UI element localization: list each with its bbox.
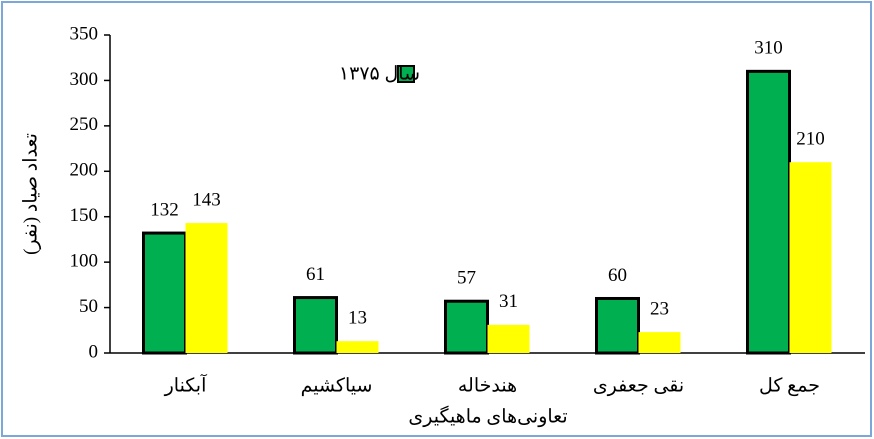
data-label: 61 [306, 264, 325, 285]
bar [336, 341, 379, 353]
bar [595, 296, 640, 355]
x-axis-title: تعاونی‌های ماهیگیری [408, 404, 567, 427]
data-label: 210 [796, 129, 825, 150]
data-label: 31 [499, 291, 518, 312]
x-tick-label: جمع کل [759, 375, 820, 396]
y-tick-label: 200 [70, 160, 99, 181]
y-tick-label: 100 [70, 251, 99, 272]
data-label: 143 [192, 189, 221, 210]
data-label: 23 [650, 298, 669, 319]
legend-swatch [397, 65, 415, 83]
bar [638, 332, 681, 353]
x-tick-label: هندخاله [458, 375, 517, 396]
bar [789, 162, 832, 353]
data-label: 132 [150, 199, 179, 220]
legend-label: سال ۱۳۷۵ [339, 63, 420, 84]
data-label: 57 [457, 268, 476, 289]
y-tick-label: 350 [70, 23, 99, 44]
x-tick-label: سیاکشیم [301, 375, 373, 396]
bar [293, 296, 338, 355]
y-tick-label: 0 [89, 341, 99, 362]
x-tick-label: نقی جعفری [593, 375, 684, 396]
data-label: 310 [754, 38, 783, 59]
y-tick-label: 150 [70, 205, 99, 226]
y-tick-label: 300 [70, 69, 99, 90]
x-tick-label: آبکنار [164, 373, 207, 396]
data-label: 60 [608, 265, 627, 286]
bar [444, 299, 489, 355]
data-label: 13 [348, 308, 367, 329]
y-tick-label: 50 [79, 296, 98, 317]
bar [746, 69, 791, 355]
bar [142, 231, 187, 355]
bar [487, 324, 530, 353]
y-tick-label: 250 [70, 114, 99, 135]
bar [185, 223, 228, 353]
y-axis-title: تعداد صیاد (نفر) [20, 133, 41, 255]
